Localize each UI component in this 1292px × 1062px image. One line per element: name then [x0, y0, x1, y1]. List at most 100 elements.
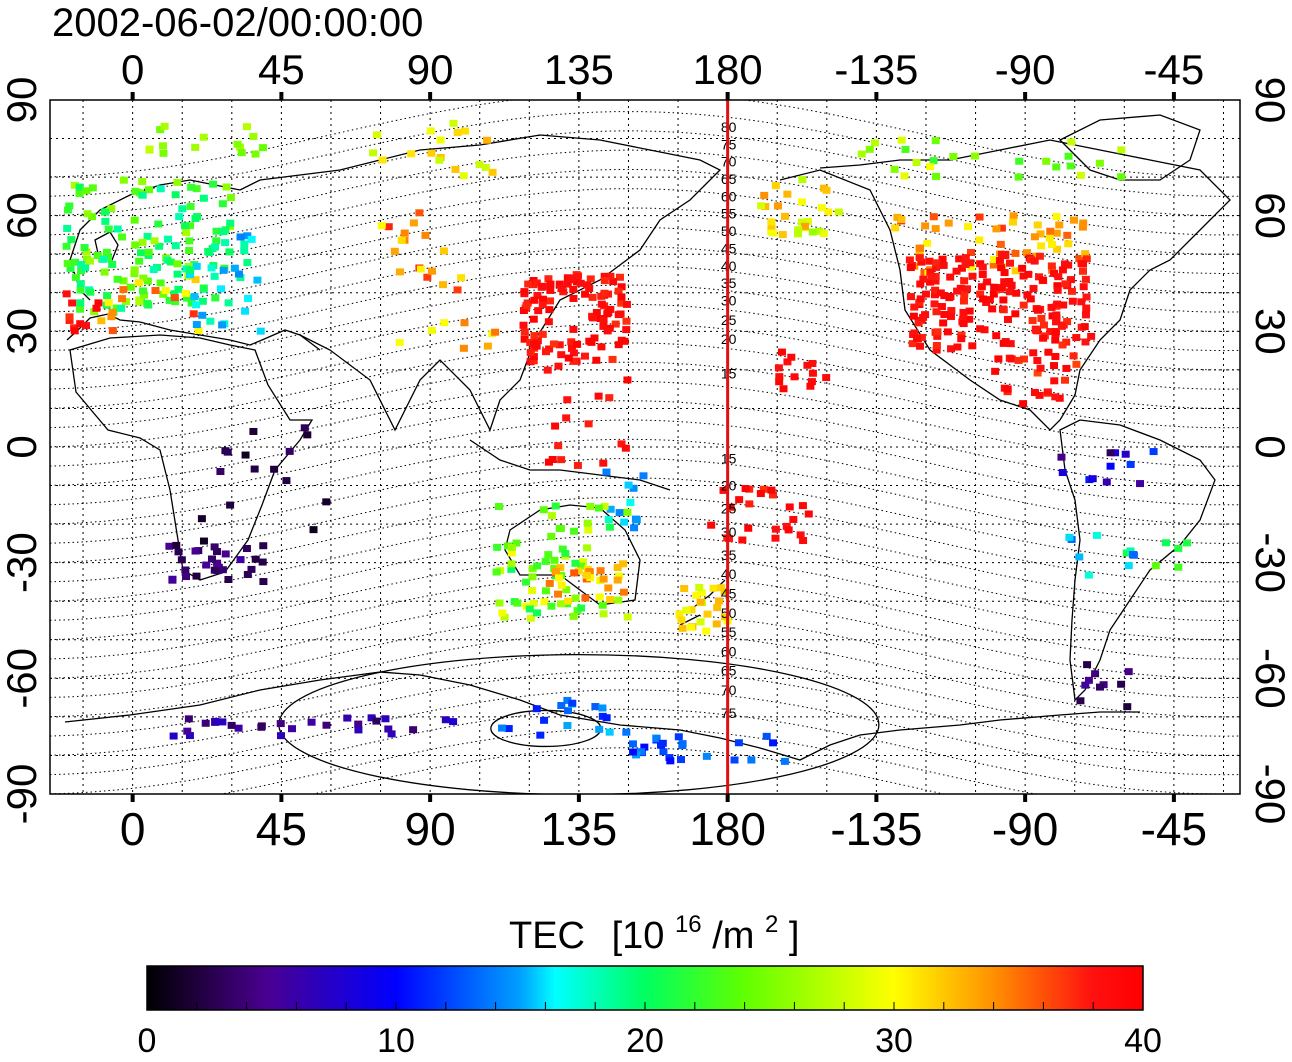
tec-point: [966, 248, 975, 256]
tec-point: [629, 748, 638, 756]
tec-point: [622, 326, 631, 334]
tec-point: [943, 328, 952, 336]
tec-point: [598, 704, 607, 712]
tec-point: [85, 257, 94, 265]
frame-tick: [428, 794, 433, 802]
colorbar-tick-label: 10: [377, 1022, 415, 1057]
tec-point: [522, 578, 531, 586]
tec-point: [573, 340, 582, 348]
tec-point: [787, 353, 796, 361]
tec-point: [1052, 318, 1061, 326]
tec-point: [1019, 272, 1028, 280]
tec-point: [1149, 448, 1158, 456]
tec-point: [192, 301, 201, 309]
tec-point: [1006, 340, 1015, 348]
tec-point: [522, 302, 531, 310]
tec-point: [1106, 462, 1115, 470]
tec-point: [938, 255, 947, 263]
tec-point: [427, 267, 436, 275]
tec-point: [692, 591, 701, 599]
tec-point: [258, 144, 267, 152]
tec-point: [322, 498, 331, 506]
tec-point: [563, 696, 572, 704]
tec-point: [1076, 171, 1085, 179]
tec-point: [171, 298, 180, 306]
tec-point: [614, 287, 623, 295]
tec-point: [201, 719, 210, 727]
tec-point: [798, 176, 807, 184]
tec-point: [1026, 295, 1035, 303]
tec-point: [76, 305, 85, 313]
coast-asia: [239, 134, 722, 432]
tec-point: [534, 307, 543, 315]
tec-point: [165, 296, 174, 304]
tec-point: [695, 583, 704, 591]
tec-point: [192, 185, 201, 193]
tec-point: [207, 555, 216, 563]
tec-point: [378, 156, 387, 164]
tec-point: [159, 149, 168, 157]
tec-point: [67, 236, 76, 244]
tec-point: [637, 748, 646, 756]
tec-point: [1029, 284, 1038, 292]
tec-point: [602, 468, 611, 476]
tec-point: [1129, 550, 1138, 558]
tec-point: [932, 172, 941, 180]
coastlines: [64, 114, 1231, 761]
tec-point: [381, 715, 390, 723]
tec-point: [909, 312, 918, 320]
tec-point: [652, 735, 661, 743]
top-longitude-label: -90: [995, 46, 1056, 93]
tec-point: [80, 244, 89, 252]
tec-point: [538, 330, 547, 338]
tec-point: [804, 510, 813, 518]
tec-point: [475, 161, 484, 169]
tec-point: [921, 222, 930, 230]
tec-point: [415, 209, 424, 217]
tec-point: [1053, 245, 1062, 253]
frame-tick: [1171, 92, 1176, 100]
tec-point: [1008, 218, 1017, 226]
tec-point: [532, 342, 541, 350]
tec-point: [914, 319, 923, 327]
tec-point: [395, 338, 404, 346]
tec-point: [762, 732, 771, 740]
tec-point: [803, 217, 812, 225]
tec-point: [744, 524, 753, 532]
tec-point: [784, 526, 793, 534]
tec-point: [1009, 212, 1018, 220]
tec-point: [1035, 391, 1044, 399]
tec-point: [285, 447, 294, 455]
tec-point: [940, 310, 949, 318]
tec-point: [1111, 449, 1120, 457]
tec-point: [555, 341, 564, 349]
tec-point: [581, 594, 590, 602]
top-longitude-label: 90: [407, 46, 454, 93]
tec-point: [1174, 544, 1183, 552]
tec-point: [1051, 336, 1060, 344]
tec-point: [1095, 683, 1104, 691]
tec-point: [587, 338, 596, 346]
tec-point: [185, 246, 194, 254]
tec-point: [777, 348, 786, 356]
tec-point: [236, 233, 245, 241]
tec-point: [143, 299, 152, 307]
tec-point: [384, 223, 393, 231]
tec-point: [507, 543, 516, 551]
tec-point: [556, 600, 565, 608]
tec-point: [526, 614, 535, 622]
tec-point: [65, 316, 74, 324]
tec-point: [492, 568, 501, 576]
tec-point: [1072, 360, 1081, 368]
tec-point: [216, 467, 225, 475]
tec-point: [226, 219, 235, 227]
tec-point: [989, 290, 998, 298]
tec-point: [498, 724, 507, 732]
tec-point: [1174, 563, 1183, 571]
tec-point: [696, 618, 705, 626]
tec-point: [808, 228, 817, 236]
tec-point: [99, 255, 108, 263]
tec-point: [1092, 531, 1101, 539]
tec-point: [159, 290, 168, 298]
tec-point: [932, 341, 941, 349]
